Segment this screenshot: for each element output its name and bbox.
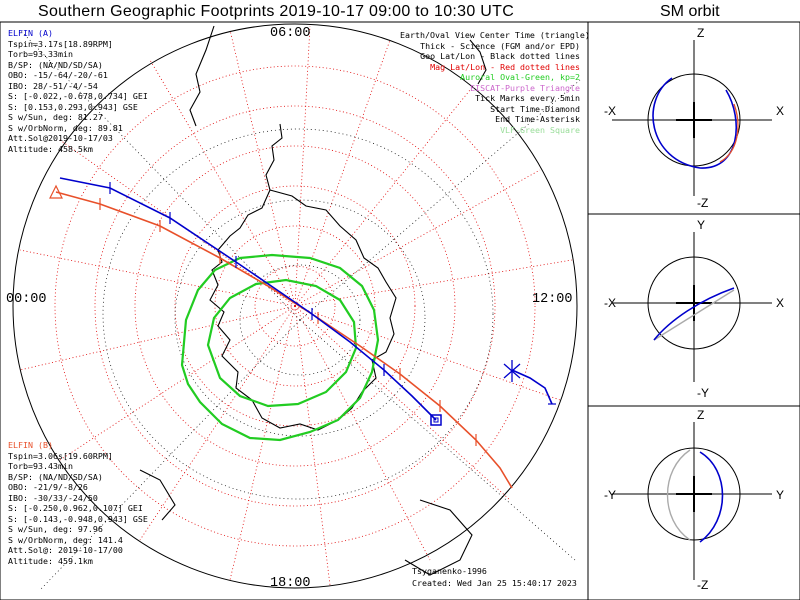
orbit-panel-2 xyxy=(612,232,772,382)
auroral-oval-outer xyxy=(180,253,380,442)
elfin-a-track xyxy=(59,177,437,421)
clock-label-right: 12:00 xyxy=(532,292,573,307)
globe-boundary xyxy=(12,23,578,589)
info-line: S: [-0.143,-0.948,0.943] GSE xyxy=(8,513,148,524)
auroral-oval-inner xyxy=(206,278,358,408)
info-line: Torb=93.43min xyxy=(8,461,73,471)
peninsula-outline xyxy=(265,123,283,191)
panel-2-top-label: Y xyxy=(697,218,706,232)
info-line: S w/Sun, deg: 81.27 xyxy=(8,112,103,122)
legend-item: Mag Lat/Lon - Red dotted lines xyxy=(430,61,580,72)
elfin-a-end-asterisk xyxy=(503,360,521,382)
info-line: Tspin=3.17s[18.89RPM] xyxy=(8,38,113,49)
panel-3-bottom-label: -Z xyxy=(697,578,709,592)
elfin-b-view-triangle xyxy=(49,184,63,199)
mag-grid xyxy=(19,25,573,586)
legend-item: EISCAT-Purple Triangle xyxy=(470,82,580,93)
elfin-b-info: ELFIN (B) Tspin=3.06s[19.60RPM] Torb=93.… xyxy=(8,440,148,566)
orbit-title: SM orbit xyxy=(660,3,720,20)
panel-2-bottom-label: -Y xyxy=(697,386,709,400)
geo-grid xyxy=(19,29,581,591)
info-line: Att.Sol@: 2019-10-17/00 xyxy=(8,545,123,555)
info-line: S w/OrbNorm, deg: 89.81 xyxy=(8,122,123,133)
model-label: Tsyganenko-1996 xyxy=(412,566,487,576)
orbit-panel-3 xyxy=(612,422,772,580)
info-line: S: [0.153,0.293,0.943] GSE xyxy=(8,101,138,112)
map-title: Southern Geographic Footprints 2019-10-1… xyxy=(38,3,515,20)
panel-3-top-label: Z xyxy=(697,408,705,422)
info-line: S w/Sun, deg: 97.96 xyxy=(8,524,103,534)
legend-item: Start Time-Diamond xyxy=(490,103,580,114)
panel-2-right-label: X xyxy=(776,296,785,310)
info-line: OBO: -15/-64/-20/-61 xyxy=(8,70,108,80)
legend-item: Tick Marks every 5min xyxy=(475,93,580,103)
continent-outline xyxy=(209,189,397,431)
info-line: Att.Sol@2019-10-17/03 xyxy=(8,133,113,143)
info-line: IBO: -30/33/-24/50 xyxy=(8,492,98,503)
panel-3-right-label: Y xyxy=(776,488,785,502)
figure-frame xyxy=(0,21,800,600)
info-line: OBO: -21/9/-8/26 xyxy=(8,482,88,492)
panel-1-top-label: Z xyxy=(697,26,705,40)
info-line: S: [-0.022,-0.678,0.734] GEI xyxy=(8,91,148,101)
legend-item: VLF-Green Square xyxy=(500,124,580,135)
panel-3-left-label: -Y xyxy=(604,488,616,502)
info-line: Torb=93.33min xyxy=(8,49,73,59)
elfin-a-info: ELFIN (A) Tspin=3.17s[18.89RPM] Torb=93.… xyxy=(8,28,148,154)
clock-label-bottom: 18:00 xyxy=(270,576,311,591)
africa-outline xyxy=(469,39,487,85)
info-line: IBO: 28/-51/-4/-54 xyxy=(8,80,98,91)
clock-label-top: 06:00 xyxy=(270,26,311,41)
panel-1-bottom-label: -Z xyxy=(697,196,709,210)
australia-outline xyxy=(404,499,473,576)
south-america-outline xyxy=(189,25,215,127)
info-line: Altitude: 458.5km xyxy=(8,143,93,154)
panel-2-left-label: -X xyxy=(604,296,616,310)
legend: Earth/Oval View Center Time (triangle) T… xyxy=(400,30,590,135)
legend-item: Geo Lat/Lon - Black dotted lines xyxy=(420,51,580,61)
legend-item: End Time-Asterisk xyxy=(495,114,580,124)
elfin-b-track xyxy=(55,191,513,489)
panel-1-right-label: X xyxy=(776,104,785,118)
info-line: B/SP: (NA/ND/SD/SA) xyxy=(8,59,103,70)
panel-1-left-label: -X xyxy=(604,104,616,118)
info-line: B/SP: (NA/ND/SD/SA) xyxy=(8,471,103,482)
legend-item: Earth/Oval View Center Time (triangle) xyxy=(400,30,590,40)
legend-item: Auroral Oval-Green, kp=2 xyxy=(460,72,580,82)
legend-item: Thick - Science (FGM and/or EPD) xyxy=(420,40,580,51)
elfin-a-start-diamond xyxy=(430,414,442,426)
elfin-a-ticks xyxy=(109,182,385,376)
created-label: Created: Wed Jan 25 15:40:17 2023 xyxy=(412,578,577,588)
info-line: S w/OrbNorm, deg: 141.4 xyxy=(8,534,123,545)
elfin-b-name: ELFIN (B) xyxy=(8,440,53,450)
clock-label-left: 00:00 xyxy=(6,292,47,307)
elfin-a-start-square xyxy=(433,417,439,423)
info-line: S: [-0.250,0.962,0.107] GEI xyxy=(8,503,143,513)
info-line: Tspin=3.06s[19.60RPM] xyxy=(8,450,113,461)
elfin-a-track-2 xyxy=(511,369,553,405)
elfin-b-ticks xyxy=(99,198,477,446)
nz-outline xyxy=(139,469,176,521)
orbit-panel-1 xyxy=(612,40,772,196)
info-line: Altitude: 459.1km xyxy=(8,555,93,566)
elfin-a-name: ELFIN (A) xyxy=(8,28,53,38)
